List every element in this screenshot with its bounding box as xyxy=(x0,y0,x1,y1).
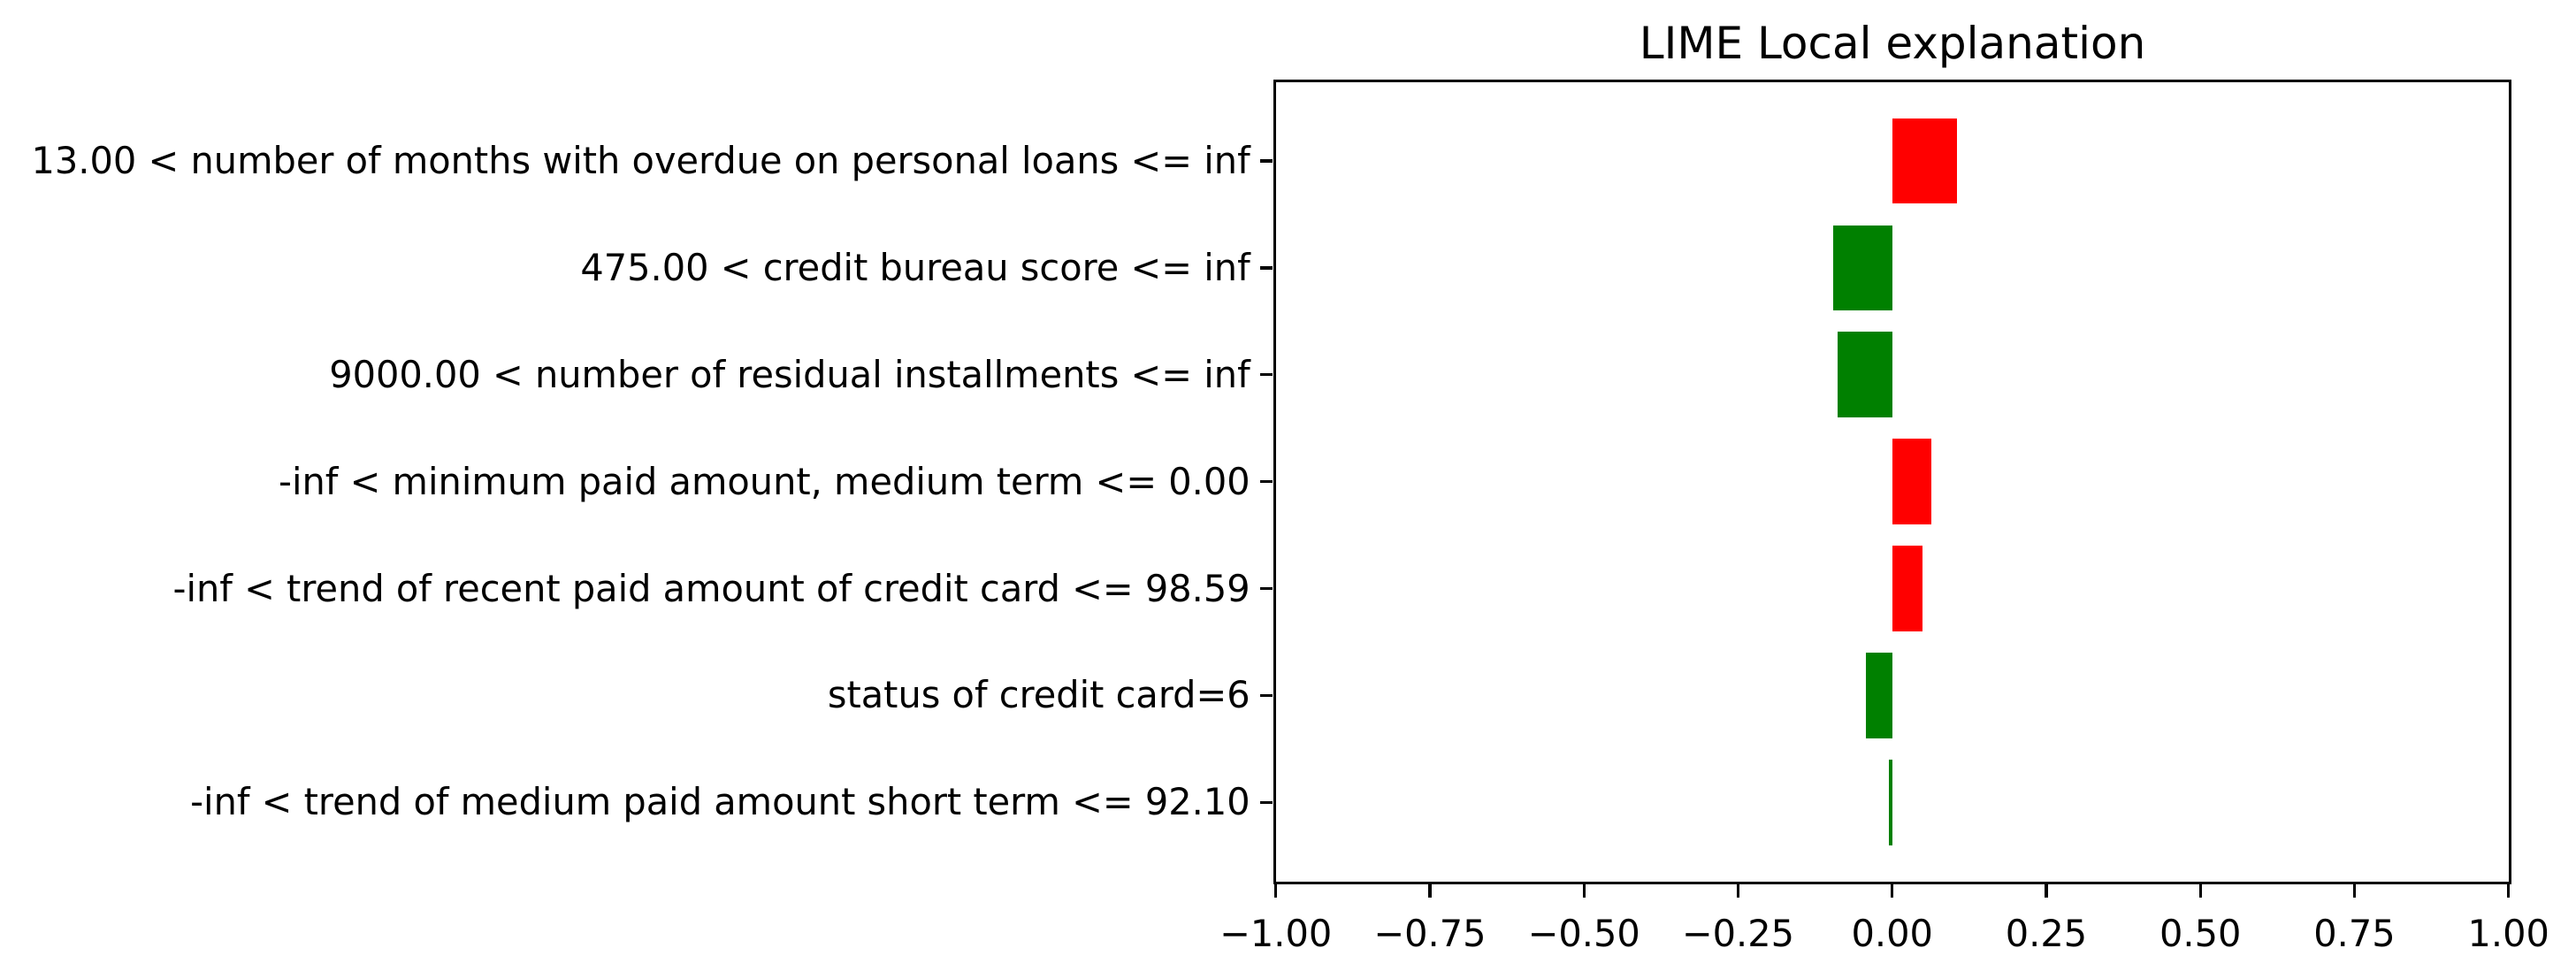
x-tick xyxy=(2198,883,2202,898)
y-axis-label: 13.00 < number of months with overdue on… xyxy=(31,139,1250,183)
y-axis-label: -inf < trend of recent paid amount of cr… xyxy=(172,566,1250,610)
y-axis-label: 9000.00 < number of residual installment… xyxy=(329,352,1250,396)
bar-positive xyxy=(1892,546,1922,631)
y-axis-label: status of credit card=6 xyxy=(827,673,1250,717)
bar-negative xyxy=(1889,759,1892,845)
y-tick xyxy=(1259,586,1273,591)
x-tick xyxy=(1274,883,1278,898)
x-tick-label: 0.00 xyxy=(1851,911,1933,955)
bar-negative xyxy=(1865,653,1892,738)
y-axis-label: 475.00 < credit bureau score <= inf xyxy=(580,245,1250,289)
bar-negative xyxy=(1832,225,1892,311)
x-tick-label: −0.75 xyxy=(1373,911,1487,955)
y-tick xyxy=(1259,693,1273,698)
y-tick xyxy=(1259,266,1273,270)
x-tick-label: 0.25 xyxy=(2005,911,2088,955)
y-axis-label: -inf < trend of medium paid amount short… xyxy=(190,780,1250,824)
y-axis-label: -inf < minimum paid amount, medium term … xyxy=(278,459,1250,503)
x-tick-label: 1.00 xyxy=(2467,911,2549,955)
x-tick xyxy=(1582,883,1586,898)
chart-title: LIME Local explanation xyxy=(1639,18,2146,69)
x-tick xyxy=(2352,883,2357,898)
x-tick xyxy=(2507,883,2511,898)
y-tick xyxy=(1259,159,1273,163)
bar-negative xyxy=(1837,332,1892,418)
x-tick-label: −0.50 xyxy=(1527,911,1640,955)
x-tick xyxy=(2045,883,2048,898)
x-tick xyxy=(1736,883,1740,898)
x-tick xyxy=(1891,883,1894,898)
plot-area: 13.00 < number of months with overdue on… xyxy=(32,79,2549,955)
x-tick-label: 0.75 xyxy=(2313,911,2396,955)
x-tick-label: 0.50 xyxy=(2159,911,2242,955)
x-tick-label: −0.25 xyxy=(1681,911,1795,955)
y-tick xyxy=(1259,373,1273,377)
x-tick-label: −1.00 xyxy=(1219,911,1333,955)
y-tick xyxy=(1259,800,1273,804)
y-tick xyxy=(1259,480,1273,484)
bar-positive xyxy=(1892,118,1957,204)
x-tick xyxy=(1428,883,1432,898)
bar-positive xyxy=(1892,439,1931,525)
